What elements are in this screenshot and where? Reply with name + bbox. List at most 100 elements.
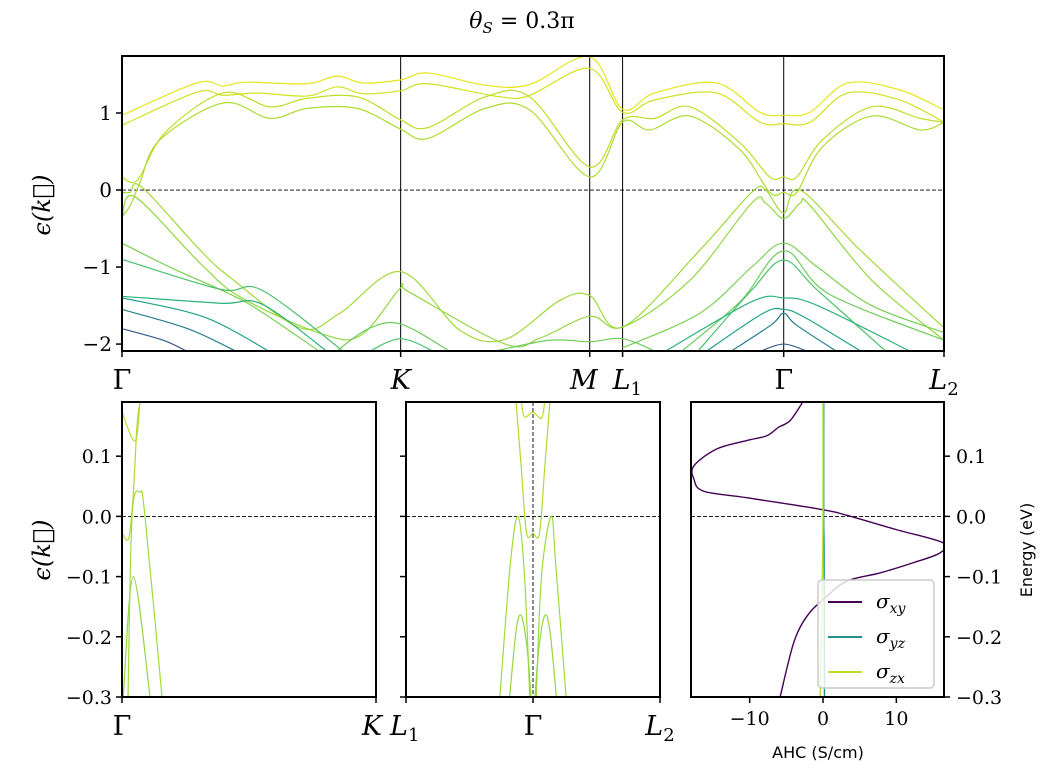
band-line xyxy=(730,312,838,351)
legend-label-base: σ xyxy=(876,624,891,648)
axes-frame xyxy=(690,401,945,698)
y-tick-label: −1 xyxy=(83,255,112,279)
legend-label-sub: xy xyxy=(890,601,907,617)
legend-label-sub: yz xyxy=(889,636,906,652)
legend-label: σxy xyxy=(876,589,907,617)
legend-label: σyz xyxy=(876,624,906,652)
plot-layer: 10−1−2Γ K M L1 Γ L20.10.0−0.1−0.2−0.3Γ K L1 Γ L20… xyxy=(66,55,1002,746)
legend-label-sub: zx xyxy=(889,671,905,687)
x-tick-label-main: Γ xyxy=(113,365,132,396)
y-tick-label: −0.3 xyxy=(66,687,112,709)
band-line xyxy=(368,338,435,351)
band-line xyxy=(122,89,944,184)
band-line xyxy=(492,337,657,351)
panel-zoom-gamma-k: 0.1 0.0 −0.1 −0.2 −0.3Γ K xyxy=(66,401,384,742)
band-line xyxy=(509,614,532,697)
legend-label-base: σ xyxy=(876,659,891,683)
x-tick-label-main: Γ xyxy=(774,365,793,396)
panel-band-structure-full: 10−1−2Γ K M L1 Γ L2 xyxy=(83,55,959,400)
x-tick-label: L1 xyxy=(612,365,642,400)
x-tick-label-main: L xyxy=(644,711,663,742)
legend-label-base: σ xyxy=(876,589,891,613)
band-line xyxy=(122,295,328,351)
y-tick-label: 0.1 xyxy=(956,446,986,468)
band-line xyxy=(515,402,551,539)
ahc-y-axis-label: Energy (eV) xyxy=(1017,503,1036,597)
top-y-axis-label: ϵ(k⃗) xyxy=(28,174,56,235)
x-tick-label-main: K xyxy=(361,711,384,742)
legend-box xyxy=(817,579,935,689)
figure-title: θS = 0.3π xyxy=(469,9,574,37)
x-tick-label: K xyxy=(361,711,384,742)
x-tick-label: L2 xyxy=(644,711,674,746)
band-line xyxy=(122,67,944,126)
band-line xyxy=(535,515,567,697)
ahc-x-axis-label: AHC (S/cm) xyxy=(772,743,864,762)
x-tick-label-main: L xyxy=(928,365,947,396)
band-line xyxy=(122,297,270,351)
band-line xyxy=(680,250,944,351)
title-rest: = 0.3π xyxy=(493,9,575,34)
y-tick-label: −0.1 xyxy=(956,567,1002,589)
x-tick-label: 10 xyxy=(884,708,908,730)
band-line xyxy=(499,515,531,697)
x-tick-label: L2 xyxy=(928,365,958,400)
x-tick-label: −10 xyxy=(730,708,770,730)
y-tick-label: −0.2 xyxy=(66,627,112,649)
x-tick-label-main: M xyxy=(569,365,599,396)
band-line xyxy=(122,575,151,697)
x-tick-label: Γ xyxy=(113,365,132,396)
band-line xyxy=(122,328,188,351)
x-tick-label-sub: 1 xyxy=(408,725,419,746)
title-sub: S xyxy=(483,19,493,37)
band-line xyxy=(335,321,451,351)
band-line xyxy=(705,307,862,351)
y-tick-label: 0 xyxy=(99,178,112,202)
x-tick-label: K xyxy=(390,365,413,396)
x-tick-label: Γ xyxy=(524,711,543,742)
band-line xyxy=(122,101,944,218)
x-tick-label: Γ xyxy=(113,711,132,742)
y-tick-label: 0.0 xyxy=(956,506,986,528)
title-base: θ xyxy=(469,9,482,34)
bottom-y-axis-label: ϵ(k⃗) xyxy=(28,519,56,580)
x-tick-label-sub: 2 xyxy=(947,379,958,400)
x-tick-label-sub: 2 xyxy=(663,725,674,746)
plot-area xyxy=(122,56,944,351)
y-tick-label: −0.1 xyxy=(66,567,112,589)
band-line xyxy=(664,295,911,351)
band-line xyxy=(122,258,344,351)
y-tick-label: −0.2 xyxy=(956,627,1002,649)
band-line xyxy=(122,308,237,351)
band-line xyxy=(534,614,557,697)
x-tick-label-main: L xyxy=(389,711,408,742)
axes-frame xyxy=(121,401,377,698)
y-tick-label: 0.0 xyxy=(82,506,112,528)
y-tick-label: 1 xyxy=(99,101,112,125)
band-line xyxy=(122,194,944,348)
plot-area xyxy=(122,402,376,697)
legend-label: σzx xyxy=(876,659,905,687)
panel-zoom-l1-gamma-l2: L1 Γ L2 xyxy=(389,401,675,746)
x-tick-label-sub: 1 xyxy=(631,379,642,400)
x-tick-label: L1 xyxy=(389,711,419,746)
x-tick-label: Γ xyxy=(774,365,793,396)
y-tick-label: −0.3 xyxy=(956,687,1002,709)
x-tick-label-main: L xyxy=(612,365,631,396)
x-tick-label-main: Γ xyxy=(524,711,543,742)
band-line xyxy=(520,402,546,420)
y-tick-label: 0.1 xyxy=(82,446,112,468)
plot-area xyxy=(406,402,660,697)
x-tick-label: M xyxy=(569,365,599,396)
x-tick-label-main: K xyxy=(390,365,413,396)
band-line xyxy=(622,242,944,349)
band-line xyxy=(122,402,141,442)
band-line xyxy=(122,56,944,117)
y-tick-label: −2 xyxy=(83,332,112,356)
x-tick-label-main: Γ xyxy=(113,711,132,742)
axes-frame xyxy=(121,55,945,352)
